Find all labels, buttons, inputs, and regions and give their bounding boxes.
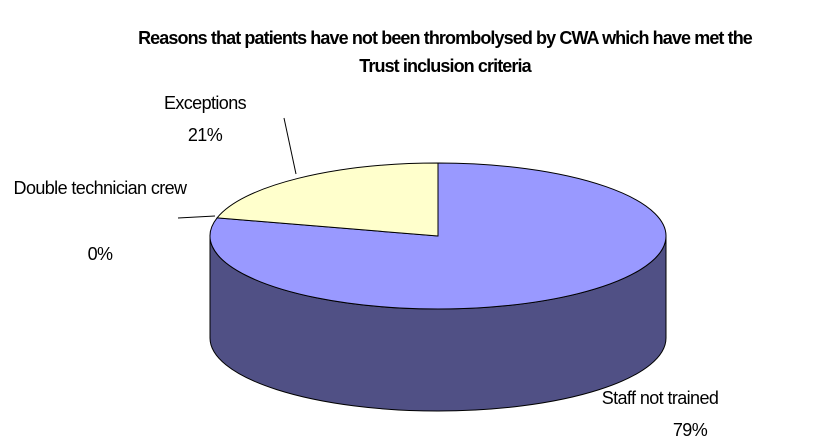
slice-value-label: 0% xyxy=(87,244,113,264)
slice-label: Staff not trained xyxy=(601,388,719,408)
slice-label: Double technician crew xyxy=(13,178,188,198)
leader-line xyxy=(177,215,216,219)
slice-label: Exceptions xyxy=(163,93,247,113)
slice-value-label: 21% xyxy=(187,125,223,145)
chart-title: Reasons that patients have not been thro… xyxy=(138,28,753,76)
leader-line xyxy=(283,117,297,175)
pie-slice xyxy=(216,162,439,237)
slice-value-label: 79% xyxy=(672,420,708,439)
